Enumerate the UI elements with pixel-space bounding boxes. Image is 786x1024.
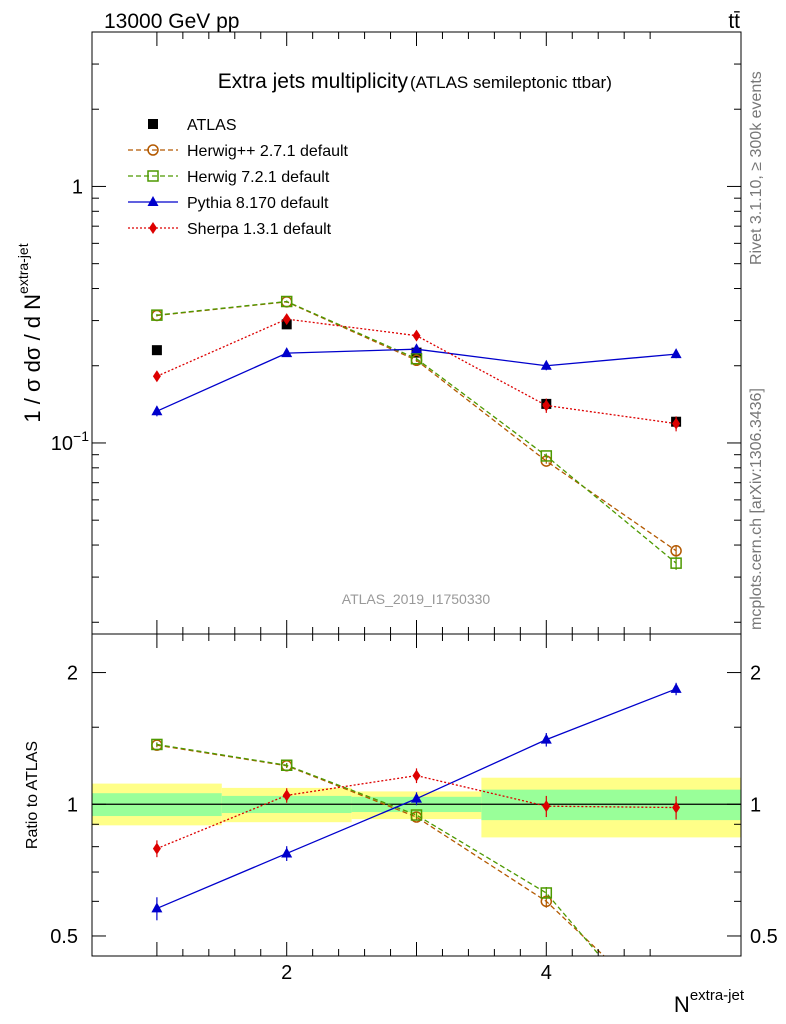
plot-title: Extra jets multiplicity bbox=[218, 70, 409, 93]
main-point-sherpa-1-3-1-default-1 bbox=[152, 370, 161, 383]
xtick-label-1: 2 bbox=[281, 962, 292, 984]
mcplots-label: mcplots.cern.ch [arXiv:1306.3436] bbox=[748, 388, 765, 630]
main-point-herwig-7-2-1-default-3 bbox=[410, 352, 423, 365]
main-point-sherpa-1-3-1-default-3 bbox=[412, 329, 421, 342]
y-axis-label: 1 / σ dσ / d Nextra-jet bbox=[15, 243, 45, 422]
main-panel: 10−1 1 ATLAS_2019_I1750330 ATLAS Herwig++ … bbox=[51, 31, 742, 635]
ratio-ytick-label-left-1: 0.5 bbox=[50, 926, 78, 948]
legend: ATLAS Herwig++ 2.7.1 default Herwig 7.2.1 … bbox=[128, 117, 349, 238]
x-axis-label: Nextra-jet bbox=[674, 987, 745, 1017]
ratio-point-pythia-8-170-default-4 bbox=[540, 733, 552, 744]
ratio-point-sherpa-1-3-1-default-5 bbox=[672, 801, 681, 814]
main-point-herwig-7-2-1-default-5 bbox=[670, 557, 682, 569]
ratio-ytick-label-right-2: 1 bbox=[750, 794, 761, 816]
rivet-label: Rivet 3.1.10, ≥ 300k events bbox=[748, 71, 765, 265]
main-point-herwig-7-2-1-default-1 bbox=[151, 309, 163, 321]
ratio-point-herwig-7-2-1-default-3 bbox=[410, 809, 423, 821]
ratio-point-sherpa-1-3-1-default-3 bbox=[412, 769, 421, 782]
main-point-atlas-1 bbox=[151, 345, 162, 356]
ratio-point-pythia-8-170-default-2 bbox=[281, 847, 293, 858]
ratio-line-sherpa-1-3-1-default bbox=[156, 774, 677, 850]
ratio-ytick-label-right-3: 2 bbox=[750, 663, 761, 685]
legend-label-herwig-7-2-1-default: Herwig 7.2.1 default bbox=[187, 169, 330, 186]
legend-marker-herwig-7-2-1-default bbox=[147, 170, 159, 182]
ratio-panel: 0.5 0.5 1 1 2 2 2 4 bbox=[50, 633, 778, 984]
legend-label-sherpa-1-3-1-default: Sherpa 1.3.1 default bbox=[187, 221, 332, 238]
plot-subtitle: (ATLAS semileptonic ttbar) bbox=[410, 73, 612, 92]
ratio-ytick-label-left-2: 1 bbox=[67, 794, 78, 816]
main-point-sherpa-1-3-1-default-2 bbox=[282, 313, 291, 326]
main-point-herwig-2-7-1-default-5 bbox=[670, 545, 682, 557]
main-ytick-label-1: 10−1 bbox=[51, 428, 89, 455]
ratio-point-sherpa-1-3-1-default-4 bbox=[542, 800, 551, 813]
legend-label-pythia-8-170-default: Pythia 8.170 default bbox=[187, 195, 329, 212]
ratio-point-sherpa-1-3-1-default-2 bbox=[282, 789, 291, 802]
process-label: tt̄ bbox=[728, 10, 740, 33]
main-ytick-label-2: 1 bbox=[72, 176, 83, 198]
main-point-pythia-8-170-default-1 bbox=[151, 405, 163, 416]
ratio-point-pythia-8-170-default-5 bbox=[670, 682, 682, 693]
main-point-pythia-8-170-default-4 bbox=[540, 359, 552, 370]
ratio-y-axis-label: Ratio to ATLAS bbox=[24, 741, 41, 849]
ratio-point-sherpa-1-3-1-default-1 bbox=[152, 842, 161, 855]
main-point-herwig-7-2-1-default-2 bbox=[280, 295, 293, 308]
ratio-point-herwig-7-2-1-default-2 bbox=[280, 759, 293, 771]
main-point-sherpa-1-3-1-default-4 bbox=[542, 399, 551, 412]
legend-label-atlas: ATLAS bbox=[187, 117, 237, 134]
ratio-inner-band-4 bbox=[481, 789, 741, 821]
ratio-point-herwig-7-2-1-default-1 bbox=[151, 738, 163, 751]
watermark: ATLAS_2019_I1750330 bbox=[342, 591, 491, 607]
ratio-ytick-label-right-1: 0.5 bbox=[750, 926, 778, 948]
main-point-pythia-8-170-default-3 bbox=[411, 343, 422, 354]
main-point-pythia-8-170-default-5 bbox=[670, 348, 682, 359]
ratio-line-herwig-7-2-1-default bbox=[156, 743, 601, 956]
ratio-point-pythia-8-170-default-1 bbox=[151, 902, 163, 913]
ratio-point-herwig-7-2-1-default-4 bbox=[540, 887, 553, 899]
legend-label-herwig-2-7-1-default: Herwig++ 2.7.1 default bbox=[187, 143, 349, 160]
energy-label: 13000 GeV pp bbox=[104, 10, 239, 33]
legend-marker-atlas bbox=[148, 119, 158, 129]
ratio-point-pythia-8-170-default-3 bbox=[411, 792, 422, 803]
ratio-ytick-label-left-3: 2 bbox=[67, 663, 78, 685]
legend-marker-pythia-8-170-default bbox=[147, 196, 159, 206]
legend-marker-herwig-2-7-1-default bbox=[147, 144, 159, 156]
main-point-sherpa-1-3-1-default-5 bbox=[672, 417, 681, 430]
main-point-herwig-7-2-1-default-4 bbox=[540, 450, 553, 462]
xtick-label-2: 4 bbox=[541, 962, 552, 984]
legend-marker-sherpa-1-3-1-default bbox=[149, 222, 157, 234]
main-point-pythia-8-170-default-2 bbox=[281, 347, 293, 358]
